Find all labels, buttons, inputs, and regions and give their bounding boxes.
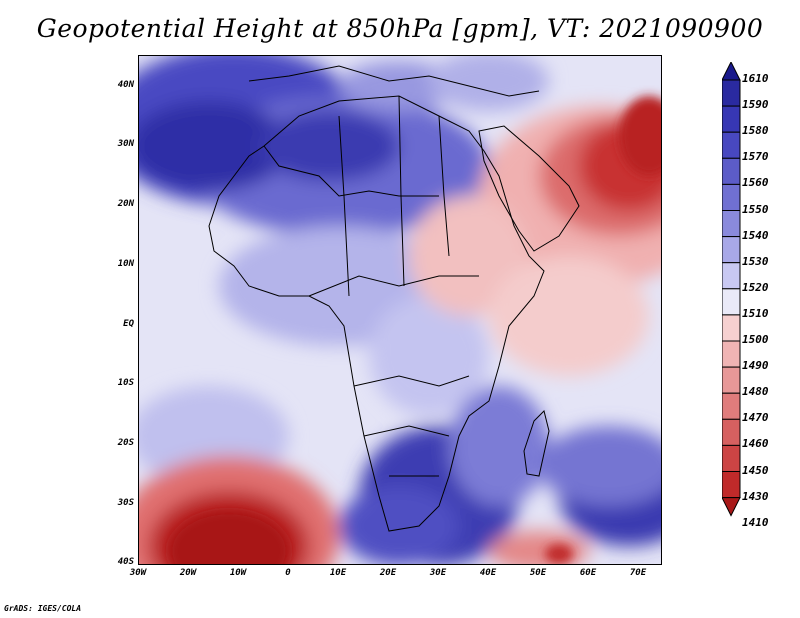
colorbar-cell: [722, 131, 741, 159]
x-tick-0: 0: [285, 568, 291, 578]
colorbar-label: 1460: [742, 437, 769, 450]
colorbar-cell: [722, 262, 741, 290]
colorbar-cell: [722, 288, 741, 316]
colorbar-cell: [722, 183, 741, 212]
colorbar-cell: [722, 418, 741, 446]
colorbar-label: 1500: [742, 333, 769, 346]
colorbar-label: 1410: [742, 516, 769, 529]
x-tick-10w: 10W: [229, 568, 247, 578]
map-plot-area: [138, 55, 662, 565]
colorbar-cell: [722, 105, 741, 133]
colorbar-graphic: [722, 62, 741, 517]
colorbar-label: 1570: [742, 150, 769, 163]
colorbar-label: 1560: [742, 176, 769, 189]
x-tick-10e: 10E: [329, 568, 347, 578]
colorbar-label: 1610: [742, 72, 769, 85]
colorbar-label: 1580: [742, 124, 769, 137]
colorbar-label: 1520: [742, 281, 769, 294]
x-tick-40e: 40E: [479, 568, 497, 578]
y-tick-30n: 30N: [117, 139, 134, 149]
x-tick-30e: 30E: [429, 568, 447, 578]
colorbar-label: 1510: [742, 307, 769, 320]
grads-credit: GrADS: IGES/COLA: [4, 604, 82, 613]
colorbar-cell: [722, 314, 741, 342]
x-tick-20e: 20E: [379, 568, 397, 578]
colorbar-label: 1450: [742, 464, 769, 477]
colorbar-label: 1470: [742, 411, 769, 424]
x-tick-30w: 30W: [129, 568, 147, 578]
colorbar-label: 1480: [742, 385, 769, 398]
y-tick-10s: 10S: [117, 378, 134, 388]
colorbar-cell: [722, 471, 741, 499]
colorbar-label: 1550: [742, 203, 769, 216]
x-tick-50e: 50E: [529, 568, 547, 578]
y-tick-eq: EQ: [123, 319, 134, 329]
y-tick-10n: 10N: [117, 259, 134, 269]
y-tick-30s: 30S: [117, 498, 134, 508]
colorbar-cell: [722, 444, 741, 472]
colorbar-cell: [722, 392, 741, 420]
colorbar-extend-bottom: [722, 497, 741, 517]
y-tick-40n: 40N: [117, 80, 134, 90]
x-tick-20w: 20W: [179, 568, 197, 578]
geopotential-field: [139, 56, 661, 564]
colorbar-cell: [722, 366, 741, 394]
x-tick-60e: 60E: [579, 568, 597, 578]
y-tick-20n: 20N: [117, 199, 134, 209]
coastlines: [208, 65, 580, 532]
x-tick-70e: 70E: [629, 568, 647, 578]
colorbar-cell: [722, 236, 741, 264]
y-tick-20s: 20S: [117, 438, 134, 448]
colorbar-cell: [722, 210, 741, 238]
colorbar-label: 1430: [742, 490, 769, 503]
colorbar-label: 1490: [742, 359, 769, 372]
colorbar-label: 1590: [742, 98, 769, 111]
colorbar-cell: [722, 79, 741, 107]
map-title: Geopotential Height at 850hPa [gpm], VT:…: [36, 14, 764, 43]
y-tick-40s: 40S: [117, 557, 134, 567]
colorbar-cell: [722, 340, 741, 368]
colorbar-extend-top: [722, 62, 741, 81]
colorbar-cell: [722, 157, 741, 185]
colorbar-label: 1530: [742, 255, 769, 268]
colorbar-label: 1540: [742, 229, 769, 242]
